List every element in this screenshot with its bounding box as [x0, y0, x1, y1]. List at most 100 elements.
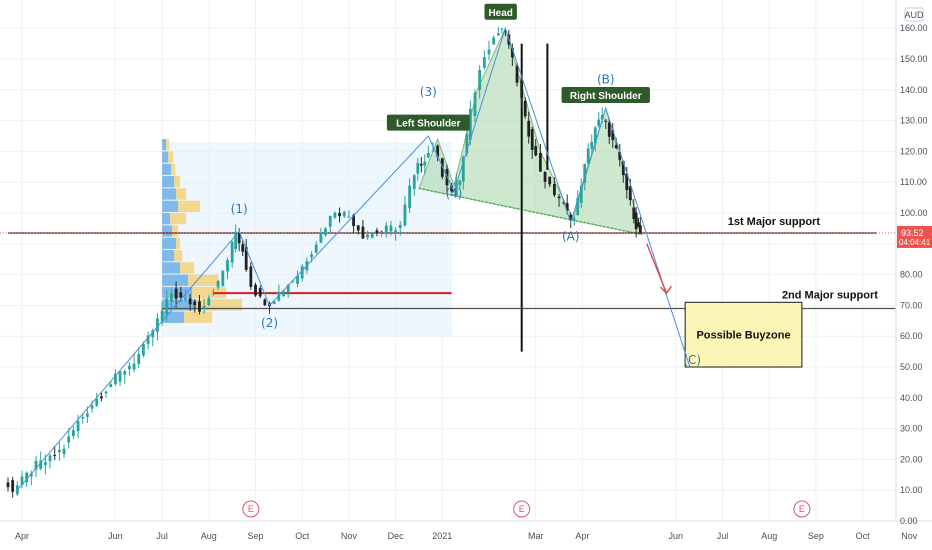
y-tick-label: 110.00	[900, 177, 927, 187]
candle-body	[226, 260, 229, 272]
candle-body	[552, 183, 556, 196]
candle-body	[249, 266, 253, 287]
pattern-tag-box	[561, 86, 650, 103]
candle-body	[241, 244, 245, 252]
x-tick-label: Sep	[808, 531, 824, 541]
pattern-tag-box	[484, 3, 517, 20]
candle-body	[95, 398, 99, 406]
y-tick-label: 130.00	[900, 116, 928, 126]
candle-body	[370, 232, 374, 238]
candle-body	[221, 271, 225, 286]
candle-body	[310, 254, 313, 258]
candle-body	[468, 108, 472, 140]
y-tick-label: 120.00	[900, 146, 928, 156]
y-tick-label: 50.00	[900, 362, 923, 372]
candle-body	[34, 460, 38, 470]
candle-body	[416, 162, 420, 174]
candle-body	[628, 186, 632, 201]
x-tick-label: Jun	[108, 531, 123, 541]
candle-body	[282, 290, 285, 297]
candle-body	[593, 127, 597, 144]
candle-body	[128, 365, 131, 370]
candle-body	[319, 232, 323, 243]
candle-body	[170, 293, 173, 302]
y-tick-label: 100.00	[900, 208, 928, 218]
candle-body	[165, 298, 169, 315]
pattern-tag-label: Head	[488, 8, 512, 19]
candle-body	[389, 225, 393, 232]
wave-label: (B)	[597, 73, 615, 87]
bar-countdown: 04:04:41	[899, 238, 931, 247]
candle-body	[576, 197, 580, 216]
candle-body	[548, 176, 552, 185]
candle-body	[590, 141, 594, 149]
candle-body	[638, 225, 642, 233]
candle-body	[543, 172, 547, 182]
volume-bar-sell	[171, 163, 176, 176]
wave-label: (A)	[562, 230, 580, 244]
candle-body	[604, 120, 608, 122]
x-tick-label: Oct	[295, 531, 310, 541]
candle-body	[637, 222, 640, 228]
y-tick-label: 150.00	[900, 54, 928, 64]
y-tick-label: 0.00	[900, 516, 918, 526]
candle-body	[600, 115, 604, 120]
candle-body	[394, 230, 398, 233]
event-marker	[513, 500, 531, 518]
candle-body	[48, 455, 52, 462]
y-tick-label: 30.00	[900, 424, 923, 434]
candle-body	[611, 129, 615, 141]
volume-bar-buy	[162, 299, 197, 311]
annotations: (1) (2) (3) (4) (A) (B) (C) Left Shoulder Head Ri…	[16, 3, 878, 518]
y-tick-label: 40.00	[900, 393, 923, 403]
candle-body	[277, 292, 281, 301]
pattern-tag-box	[386, 114, 470, 131]
y-tick-label: 160.00	[900, 23, 928, 33]
x-tick-label: Mar	[528, 531, 544, 541]
candle-body	[440, 158, 444, 177]
candle-body	[109, 384, 113, 388]
candle-body	[496, 33, 500, 36]
candle-body	[492, 37, 496, 45]
candle-body	[286, 284, 290, 293]
y-tick-label: 20.00	[900, 454, 923, 464]
forecast-arrow	[646, 243, 668, 294]
candle-body	[76, 420, 80, 432]
volume-bar-buy	[162, 188, 177, 200]
buyzone-label: Possible Buyzone	[696, 330, 790, 342]
x-tick-label: Sep	[248, 531, 264, 541]
x-tick-label: Jul	[717, 531, 729, 541]
currency-label: AUD	[904, 10, 924, 20]
x-tick-label: 2021	[432, 531, 452, 541]
y-tick-label: 60.00	[900, 331, 923, 341]
candle-body	[625, 173, 629, 191]
candle-body	[11, 480, 15, 492]
candle-body	[384, 225, 388, 235]
candle-body	[478, 70, 482, 90]
candle-body	[132, 363, 136, 370]
x-tick-label: Apr	[575, 531, 589, 541]
candle-body	[431, 150, 435, 152]
candle-body	[104, 391, 108, 394]
candle-body	[569, 214, 573, 221]
x-tick-label: Dec	[388, 531, 405, 541]
currency-badge	[904, 7, 924, 22]
candle-body	[118, 371, 122, 382]
candle-body	[207, 297, 211, 305]
candle-body	[565, 203, 569, 211]
volume-bar-sell	[180, 262, 195, 274]
candle-body	[614, 144, 618, 149]
support-label-1: 1st Major support	[728, 216, 821, 228]
x-tick-label: Jun	[669, 531, 684, 541]
candle-body	[53, 455, 57, 457]
wave-label: (4)	[445, 187, 462, 201]
candle-body	[586, 148, 590, 164]
candle-body	[403, 204, 407, 226]
candle-body	[583, 163, 587, 183]
candle-body	[366, 234, 369, 238]
candle-body	[146, 335, 150, 345]
candle-body	[85, 413, 89, 417]
candle-body	[174, 288, 178, 299]
